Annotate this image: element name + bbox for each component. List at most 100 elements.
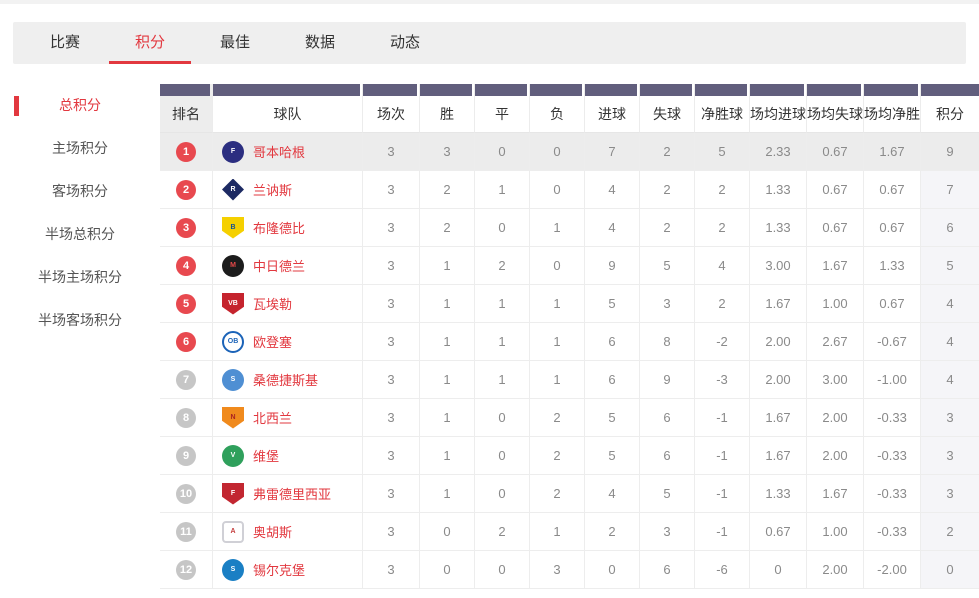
- avg-goals-for-cell: 1.67: [750, 437, 807, 475]
- team-name[interactable]: 维堡: [253, 449, 280, 464]
- points-cell: 2: [921, 513, 979, 551]
- avg-goals-against-cell: 1.67: [807, 247, 864, 285]
- win-cell: 2: [420, 209, 475, 247]
- goals-against-cell: 2: [640, 133, 695, 171]
- table-row[interactable]: 1 F 哥本哈根 3 3 0 0 7 2 5 2.33 0.67 1.67 9: [160, 133, 979, 171]
- table-row[interactable]: 9 V 维堡 3 1 0 2 5 6 -1 1.67 2.00 -0.33 3: [160, 437, 979, 475]
- played-cell: 3: [363, 133, 420, 171]
- sidebar-item-total-points[interactable]: 总积分: [0, 84, 160, 127]
- team-cell: S 桑德捷斯基: [213, 361, 363, 399]
- col-header-avg-goals-against: 场均失球: [807, 84, 864, 133]
- tab-news[interactable]: 动态: [390, 34, 421, 51]
- header-row: 排名 球队 场次 胜 平 负 进球 失球 净胜球 场均进球 场均失球 场均净胜 …: [160, 84, 979, 133]
- tab-best[interactable]: 最佳: [220, 34, 251, 51]
- loss-cell: 1: [530, 323, 585, 361]
- table-row[interactable]: 11 A 奥胡斯 3 0 2 1 2 3 -1 0.67 1.00 -0.33 …: [160, 513, 979, 551]
- table-row[interactable]: 6 OB 欧登塞 3 1 1 1 6 8 -2 2.00 2.67 -0.67 …: [160, 323, 979, 361]
- table-row[interactable]: 5 VB 瓦埃勒 3 1 1 1 5 3 2 1.67 1.00 0.67 4: [160, 285, 979, 323]
- rank-badge: 2: [176, 179, 196, 200]
- team-name[interactable]: 奥胡斯: [253, 525, 293, 540]
- table-row[interactable]: 12 S 锡尔克堡 3 0 0 3 0 6 -6 0 2.00 -2.00 0: [160, 551, 979, 589]
- rank-badge: 7: [176, 369, 196, 390]
- loss-cell: 2: [530, 437, 585, 475]
- goal-diff-cell: 4: [695, 247, 750, 285]
- avg-goals-against-cell: 0.67: [807, 171, 864, 209]
- sidebar-item-home-points[interactable]: 主场积分: [0, 127, 160, 170]
- standings-body: 1 F 哥本哈根 3 3 0 0 7 2 5 2.33 0.67 1.67 9 …: [160, 133, 979, 589]
- rank-cell: 9: [160, 437, 213, 475]
- win-cell: 1: [420, 323, 475, 361]
- avg-goals-against-cell: 1.00: [807, 285, 864, 323]
- draw-cell: 0: [475, 209, 530, 247]
- points-cell: 9: [921, 133, 979, 171]
- table-row[interactable]: 10 F 弗雷德里西亚 3 1 0 2 4 5 -1 1.33 1.67 -0.…: [160, 475, 979, 513]
- played-cell: 3: [363, 171, 420, 209]
- avg-goals-for-cell: 0.67: [750, 513, 807, 551]
- team-name[interactable]: 布隆德比: [253, 221, 306, 236]
- tab-stats[interactable]: 数据: [305, 34, 336, 51]
- col-header-draw: 平: [475, 84, 530, 133]
- avg-goal-diff-cell: 0.67: [864, 171, 921, 209]
- points-cell: 3: [921, 399, 979, 437]
- sidebar-item-halftime-away-points[interactable]: 半场客场积分: [0, 299, 160, 342]
- team-logo-icon: A: [222, 520, 244, 543]
- draw-cell: 0: [475, 133, 530, 171]
- goals-for-cell: 0: [585, 551, 640, 589]
- team-name[interactable]: 兰讷斯: [253, 183, 293, 198]
- sidebar-item-halftime-home-points[interactable]: 半场主场积分: [0, 256, 160, 299]
- loss-cell: 1: [530, 209, 585, 247]
- avg-goal-diff-cell: -0.33: [864, 475, 921, 513]
- table-row[interactable]: 4 M 中日德兰 3 1 2 0 9 5 4 3.00 1.67 1.33 5: [160, 247, 979, 285]
- tab-matches[interactable]: 比赛: [50, 34, 81, 51]
- draw-cell: 2: [475, 247, 530, 285]
- sidebar-item-away-points[interactable]: 客场积分: [0, 170, 160, 213]
- draw-cell: 1: [475, 323, 530, 361]
- col-header-goal-diff: 净胜球: [695, 84, 750, 133]
- table-row[interactable]: 8 N 北西兰 3 1 0 2 5 6 -1 1.67 2.00 -0.33 3: [160, 399, 979, 437]
- team-name[interactable]: 锡尔克堡: [253, 563, 306, 578]
- table-row[interactable]: 3 B 布隆德比 3 2 0 1 4 2 2 1.33 0.67 0.67 6: [160, 209, 979, 247]
- loss-cell: 3: [530, 551, 585, 589]
- team-logo-icon: S: [222, 558, 244, 581]
- avg-goals-against-cell: 2.00: [807, 399, 864, 437]
- team-logo-icon: V: [222, 444, 244, 467]
- win-cell: 0: [420, 513, 475, 551]
- rank-cell: 1: [160, 133, 213, 171]
- goals-against-cell: 2: [640, 171, 695, 209]
- rank-cell: 3: [160, 209, 213, 247]
- team-name[interactable]: 欧登塞: [253, 335, 293, 350]
- team-logo-icon: F: [222, 140, 244, 163]
- col-header-rank: 排名: [160, 84, 213, 133]
- goal-diff-cell: 5: [695, 133, 750, 171]
- tab-standings[interactable]: 积分: [109, 22, 220, 64]
- top-nav: 比赛 积分 最佳 数据 动态: [13, 22, 966, 64]
- avg-goals-for-cell: 1.67: [750, 399, 807, 437]
- avg-goals-against-cell: 1.00: [807, 513, 864, 551]
- team-name[interactable]: 中日德兰: [253, 259, 306, 274]
- loss-cell: 0: [530, 133, 585, 171]
- win-cell: 1: [420, 361, 475, 399]
- points-cell: 6: [921, 209, 979, 247]
- team-name[interactable]: 哥本哈根: [253, 145, 306, 160]
- avg-goals-for-cell: 1.33: [750, 475, 807, 513]
- goals-for-cell: 4: [585, 475, 640, 513]
- goals-against-cell: 5: [640, 475, 695, 513]
- rank-cell: 6: [160, 323, 213, 361]
- goal-diff-cell: -3: [695, 361, 750, 399]
- sidebar-item-halftime-total-points[interactable]: 半场总积分: [0, 213, 160, 256]
- table-row[interactable]: 2 R 兰讷斯 3 2 1 0 4 2 2 1.33 0.67 0.67 7: [160, 171, 979, 209]
- team-name[interactable]: 弗雷德里西亚: [253, 487, 332, 502]
- rank-cell: 11: [160, 513, 213, 551]
- avg-goals-against-cell: 3.00: [807, 361, 864, 399]
- rank-cell: 7: [160, 361, 213, 399]
- team-name[interactable]: 北西兰: [253, 411, 293, 426]
- table-row[interactable]: 7 S 桑德捷斯基 3 1 1 1 6 9 -3 2.00 3.00 -1.00…: [160, 361, 979, 399]
- avg-goal-diff-cell: -1.00: [864, 361, 921, 399]
- goal-diff-cell: -2: [695, 323, 750, 361]
- team-name[interactable]: 桑德捷斯基: [253, 373, 319, 388]
- played-cell: 3: [363, 247, 420, 285]
- team-name[interactable]: 瓦埃勒: [253, 297, 293, 312]
- avg-goal-diff-cell: 1.33: [864, 247, 921, 285]
- sidebar: 总积分 主场积分 客场积分 半场总积分 半场主场积分 半场客场积分: [0, 84, 160, 342]
- goals-against-cell: 6: [640, 551, 695, 589]
